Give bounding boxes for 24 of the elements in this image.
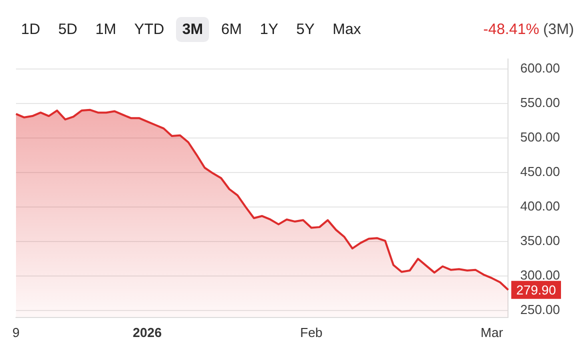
text: -48.41% — [483, 21, 540, 38]
y-tick-label: 300.00 — [520, 268, 560, 283]
text: 5Y — [295, 20, 316, 40]
x-tick-label: 9 — [12, 324, 20, 340]
text: YTD — [133, 20, 166, 40]
text: Max — [332, 20, 362, 40]
y-tick-label: 250.00 — [520, 302, 560, 318]
x-tick-label: 2026 — [132, 324, 162, 340]
x-tick-label: Feb — [300, 324, 323, 340]
y-tick-label: 350.00 — [520, 233, 560, 248]
y-tick-label: 550.00 — [520, 95, 560, 110]
text: (3M) — [543, 21, 574, 38]
text: 5D — [57, 20, 78, 40]
text: 6M — [220, 20, 243, 40]
y-tick-label: 600.00 — [520, 60, 560, 76]
text: 1Y — [258, 20, 280, 40]
data-label: 279.90 — [516, 282, 556, 298]
y-tick-label: 500.00 — [520, 130, 560, 145]
text: 1M — [94, 20, 118, 40]
text: 1D — [20, 20, 42, 40]
y-tick-label: 450.00 — [520, 164, 560, 180]
y-tick-label: 400.00 — [520, 198, 560, 214]
text: 3M — [176, 17, 210, 42]
x-tick-label: Mar — [480, 324, 504, 340]
